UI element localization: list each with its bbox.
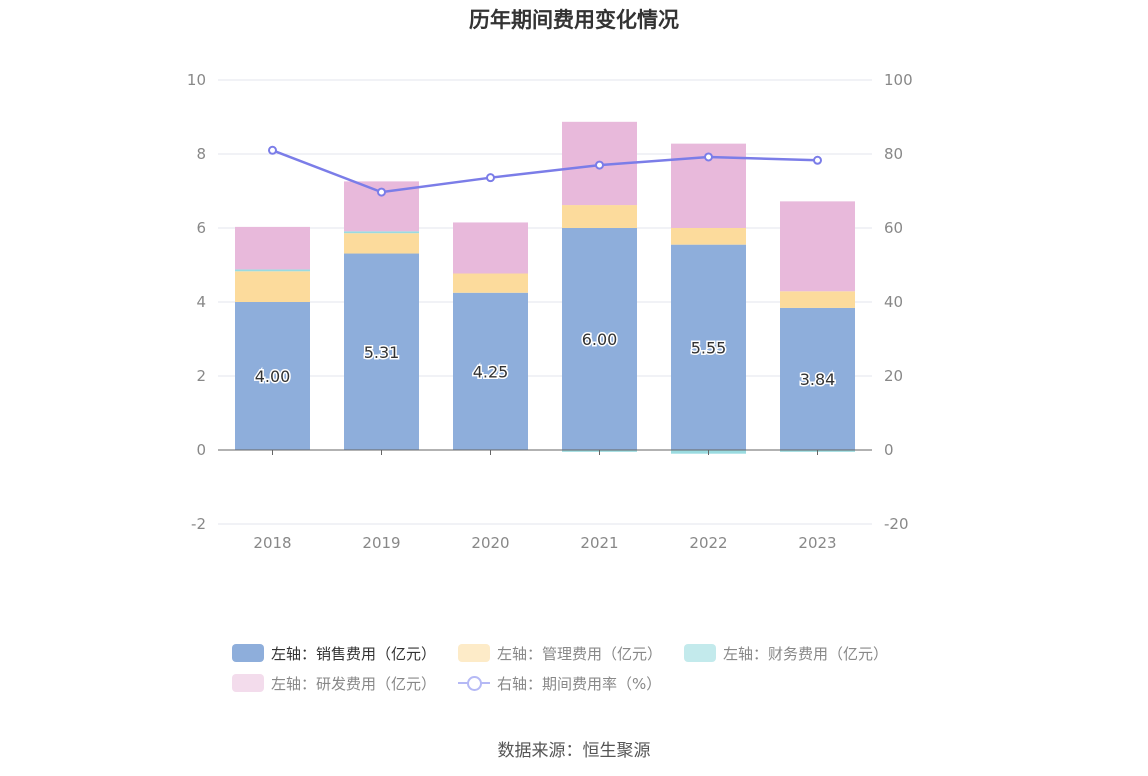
legend-label-finance: 左轴：财务费用（亿元）	[723, 644, 889, 663]
data-label-sales-2018: 4.00	[255, 367, 291, 386]
legend-label-rate: 右轴：期间费用率（%）	[497, 674, 662, 693]
bar-sales-2018	[235, 302, 310, 450]
legend-swatch-admin	[458, 644, 491, 662]
line-expense-rate	[272, 149, 818, 194]
x-tick-label-2019: 2019	[362, 534, 400, 552]
left-tick-label: -2	[191, 515, 206, 533]
legend-label-sales: 左轴：销售费用（亿元）	[271, 644, 437, 663]
line-point-2018	[268, 145, 277, 155]
bar-admin-2022	[671, 228, 746, 245]
right-tick-label: -20	[884, 515, 909, 533]
bar-sales-2019	[344, 253, 419, 450]
bar-sales-2022	[671, 244, 746, 450]
right-tick-label: 0	[884, 441, 894, 459]
right-tick-label: 80	[884, 145, 903, 163]
data-label-sales-2021: 6.00	[582, 330, 618, 349]
bar-admin-2023	[780, 291, 855, 308]
left-tick-label: 10	[187, 71, 206, 89]
x-tick-label-2021: 2021	[580, 534, 618, 552]
bar-rnd-2023	[780, 201, 855, 292]
line-point-2022	[704, 152, 713, 162]
line-point-2019	[377, 187, 386, 197]
left-tick-label: 8	[196, 145, 206, 163]
bar-sales-2021	[562, 228, 637, 450]
legend-label-rnd: 左轴：研发费用（亿元）	[271, 674, 437, 693]
bar-sales-2023	[780, 307, 855, 450]
left-tick-label: 4	[196, 293, 206, 311]
bar-admin-2021	[562, 205, 637, 228]
legend-swatch-finance	[684, 644, 717, 662]
bar-admin-2020	[453, 273, 528, 293]
data-source: 数据来源：恒生聚源	[497, 741, 651, 761]
legend: 左轴：销售费用（亿元） 左轴：管理费用（亿元） 左轴：财务费用（亿元） 左轴：研…	[232, 638, 932, 698]
bar-rnd-2018	[235, 226, 310, 270]
bar-finance-2019	[344, 231, 419, 234]
data-label-sales-2019: 5.31	[364, 343, 400, 362]
line-point-2023	[813, 155, 822, 165]
right-tick-label: 60	[884, 219, 903, 237]
right-tick-label: 20	[884, 367, 903, 385]
x-tick-label-2022: 2022	[689, 534, 727, 552]
left-tick-label: 2	[196, 367, 206, 385]
legend-line-rate-icon	[458, 674, 491, 692]
right-tick-label: 100	[884, 71, 913, 89]
data-label-sales-2022: 5.55	[691, 338, 727, 357]
data-label-sales-2020: 4.25	[473, 362, 509, 381]
left-tick-label: 6	[196, 219, 206, 237]
legend-item-sales[interactable]: 左轴：销售费用（亿元）	[232, 643, 436, 664]
legend-item-rnd[interactable]: 左轴：研发费用（亿元）	[232, 673, 436, 694]
x-tick-label-2020: 2020	[471, 534, 509, 552]
x-tick-label-2018: 2018	[253, 534, 291, 552]
x-tick-label-2023: 2023	[798, 534, 836, 552]
data-label-sales-2023: 3.84	[800, 370, 836, 389]
line-point-2020	[486, 173, 495, 183]
legend-item-finance[interactable]: 左轴：财务费用（亿元）	[684, 643, 888, 664]
right-tick-label: 40	[884, 293, 903, 311]
legend-item-rate[interactable]: 右轴：期间费用率（%）	[458, 673, 661, 694]
legend-swatch-sales	[232, 644, 264, 662]
left-tick-label: 0	[196, 441, 206, 459]
bar-admin-2018	[235, 271, 310, 302]
bar-admin-2019	[344, 233, 419, 254]
chart-title: 历年期间费用变化情况	[469, 8, 679, 32]
bar-sales-2020	[453, 292, 528, 450]
legend-item-admin[interactable]: 左轴：管理费用（亿元）	[458, 643, 662, 664]
bar-rnd-2020	[453, 222, 528, 274]
line-point-2021	[595, 160, 604, 170]
bar-finance-2018	[235, 269, 310, 272]
legend-swatch-rnd	[232, 674, 264, 692]
legend-label-admin: 左轴：管理费用（亿元）	[497, 644, 663, 663]
